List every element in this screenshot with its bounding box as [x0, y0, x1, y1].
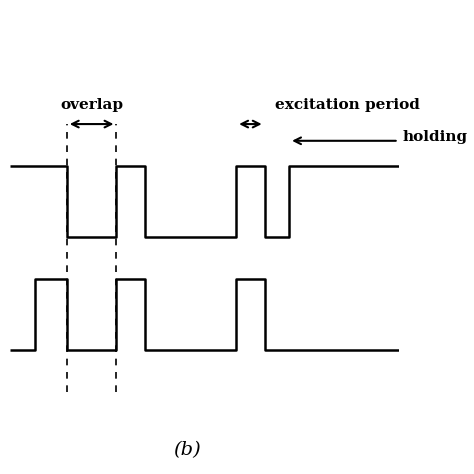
Text: holding: holding — [402, 129, 467, 144]
Text: (b): (b) — [173, 441, 201, 459]
Text: excitation period: excitation period — [275, 98, 420, 111]
Text: overlap: overlap — [60, 98, 123, 111]
